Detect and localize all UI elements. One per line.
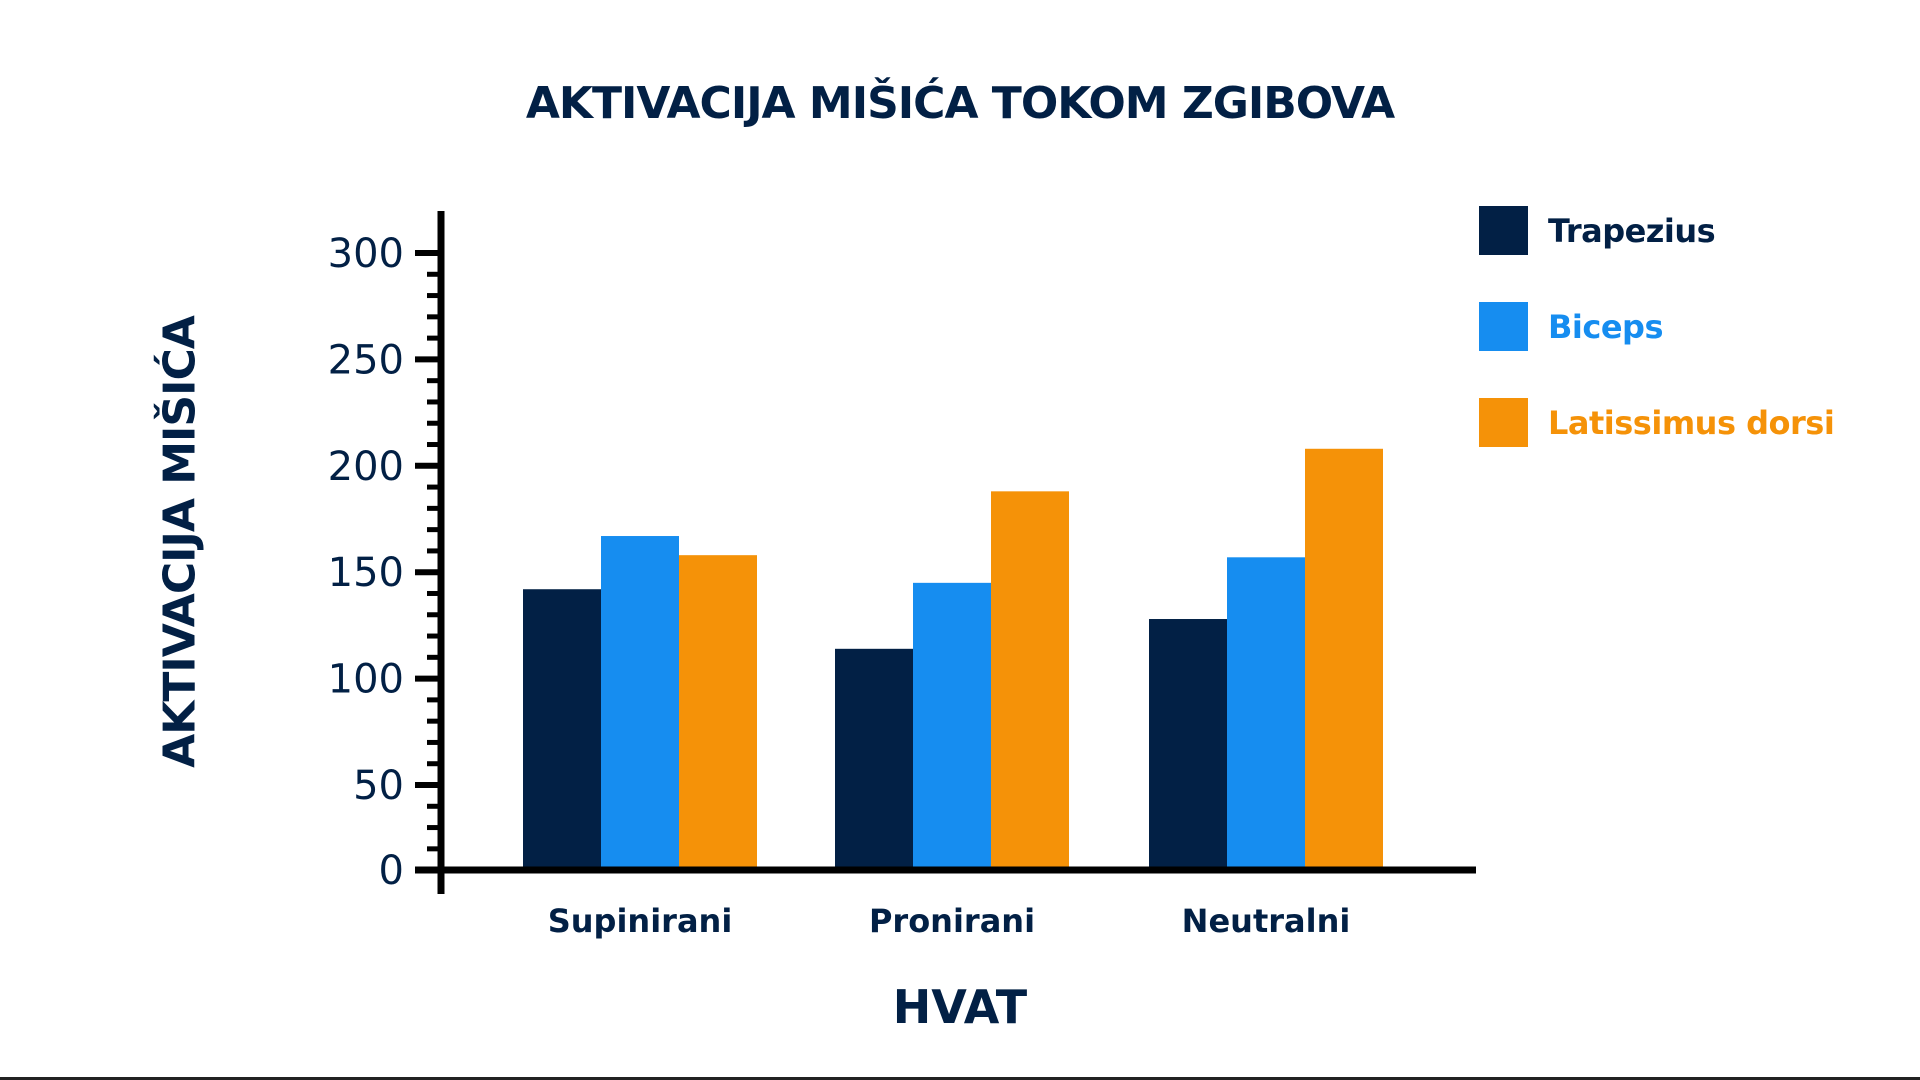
- bar-trapezius: [835, 648, 913, 870]
- bar-latissimus-dorsi: [1305, 448, 1383, 870]
- legend-swatch: [1479, 206, 1528, 255]
- y-tick-label: 0: [379, 848, 404, 894]
- bar-trapezius: [1149, 619, 1227, 870]
- y-tick-label: 100: [328, 657, 404, 703]
- bar-biceps: [913, 582, 991, 870]
- legend-item: Biceps: [1479, 302, 1663, 351]
- x-tick-label: Supinirani: [548, 902, 733, 940]
- y-tick-label: 150: [328, 550, 404, 596]
- bar-latissimus-dorsi: [991, 491, 1069, 870]
- y-tick-label: 300: [328, 231, 404, 277]
- x-tick-label: Pronirani: [869, 902, 1035, 940]
- y-tick-label: 200: [328, 444, 404, 490]
- legend-swatch: [1479, 302, 1528, 351]
- legend-swatch: [1479, 398, 1528, 447]
- y-tick-label: 250: [328, 337, 404, 383]
- legend-label: Biceps: [1548, 307, 1663, 346]
- x-axis-label: HVAT: [892, 980, 1028, 1034]
- legend-label: Latissimus dorsi: [1548, 403, 1835, 442]
- legend-label: Trapezius: [1548, 211, 1716, 250]
- bar-biceps: [1227, 557, 1305, 870]
- legend-item: Trapezius: [1479, 206, 1716, 255]
- x-tick-label: Neutralni: [1182, 902, 1351, 940]
- bar-latissimus-dorsi: [679, 555, 757, 870]
- legend-item: Latissimus dorsi: [1479, 398, 1835, 447]
- bar-trapezius: [523, 589, 601, 870]
- bottom-border: [0, 1077, 1920, 1080]
- bar-biceps: [601, 536, 679, 870]
- y-tick-label: 50: [353, 763, 404, 809]
- chart-title: AKTIVACIJA MIŠIĆA TOKOM ZGIBOVA: [525, 78, 1395, 129]
